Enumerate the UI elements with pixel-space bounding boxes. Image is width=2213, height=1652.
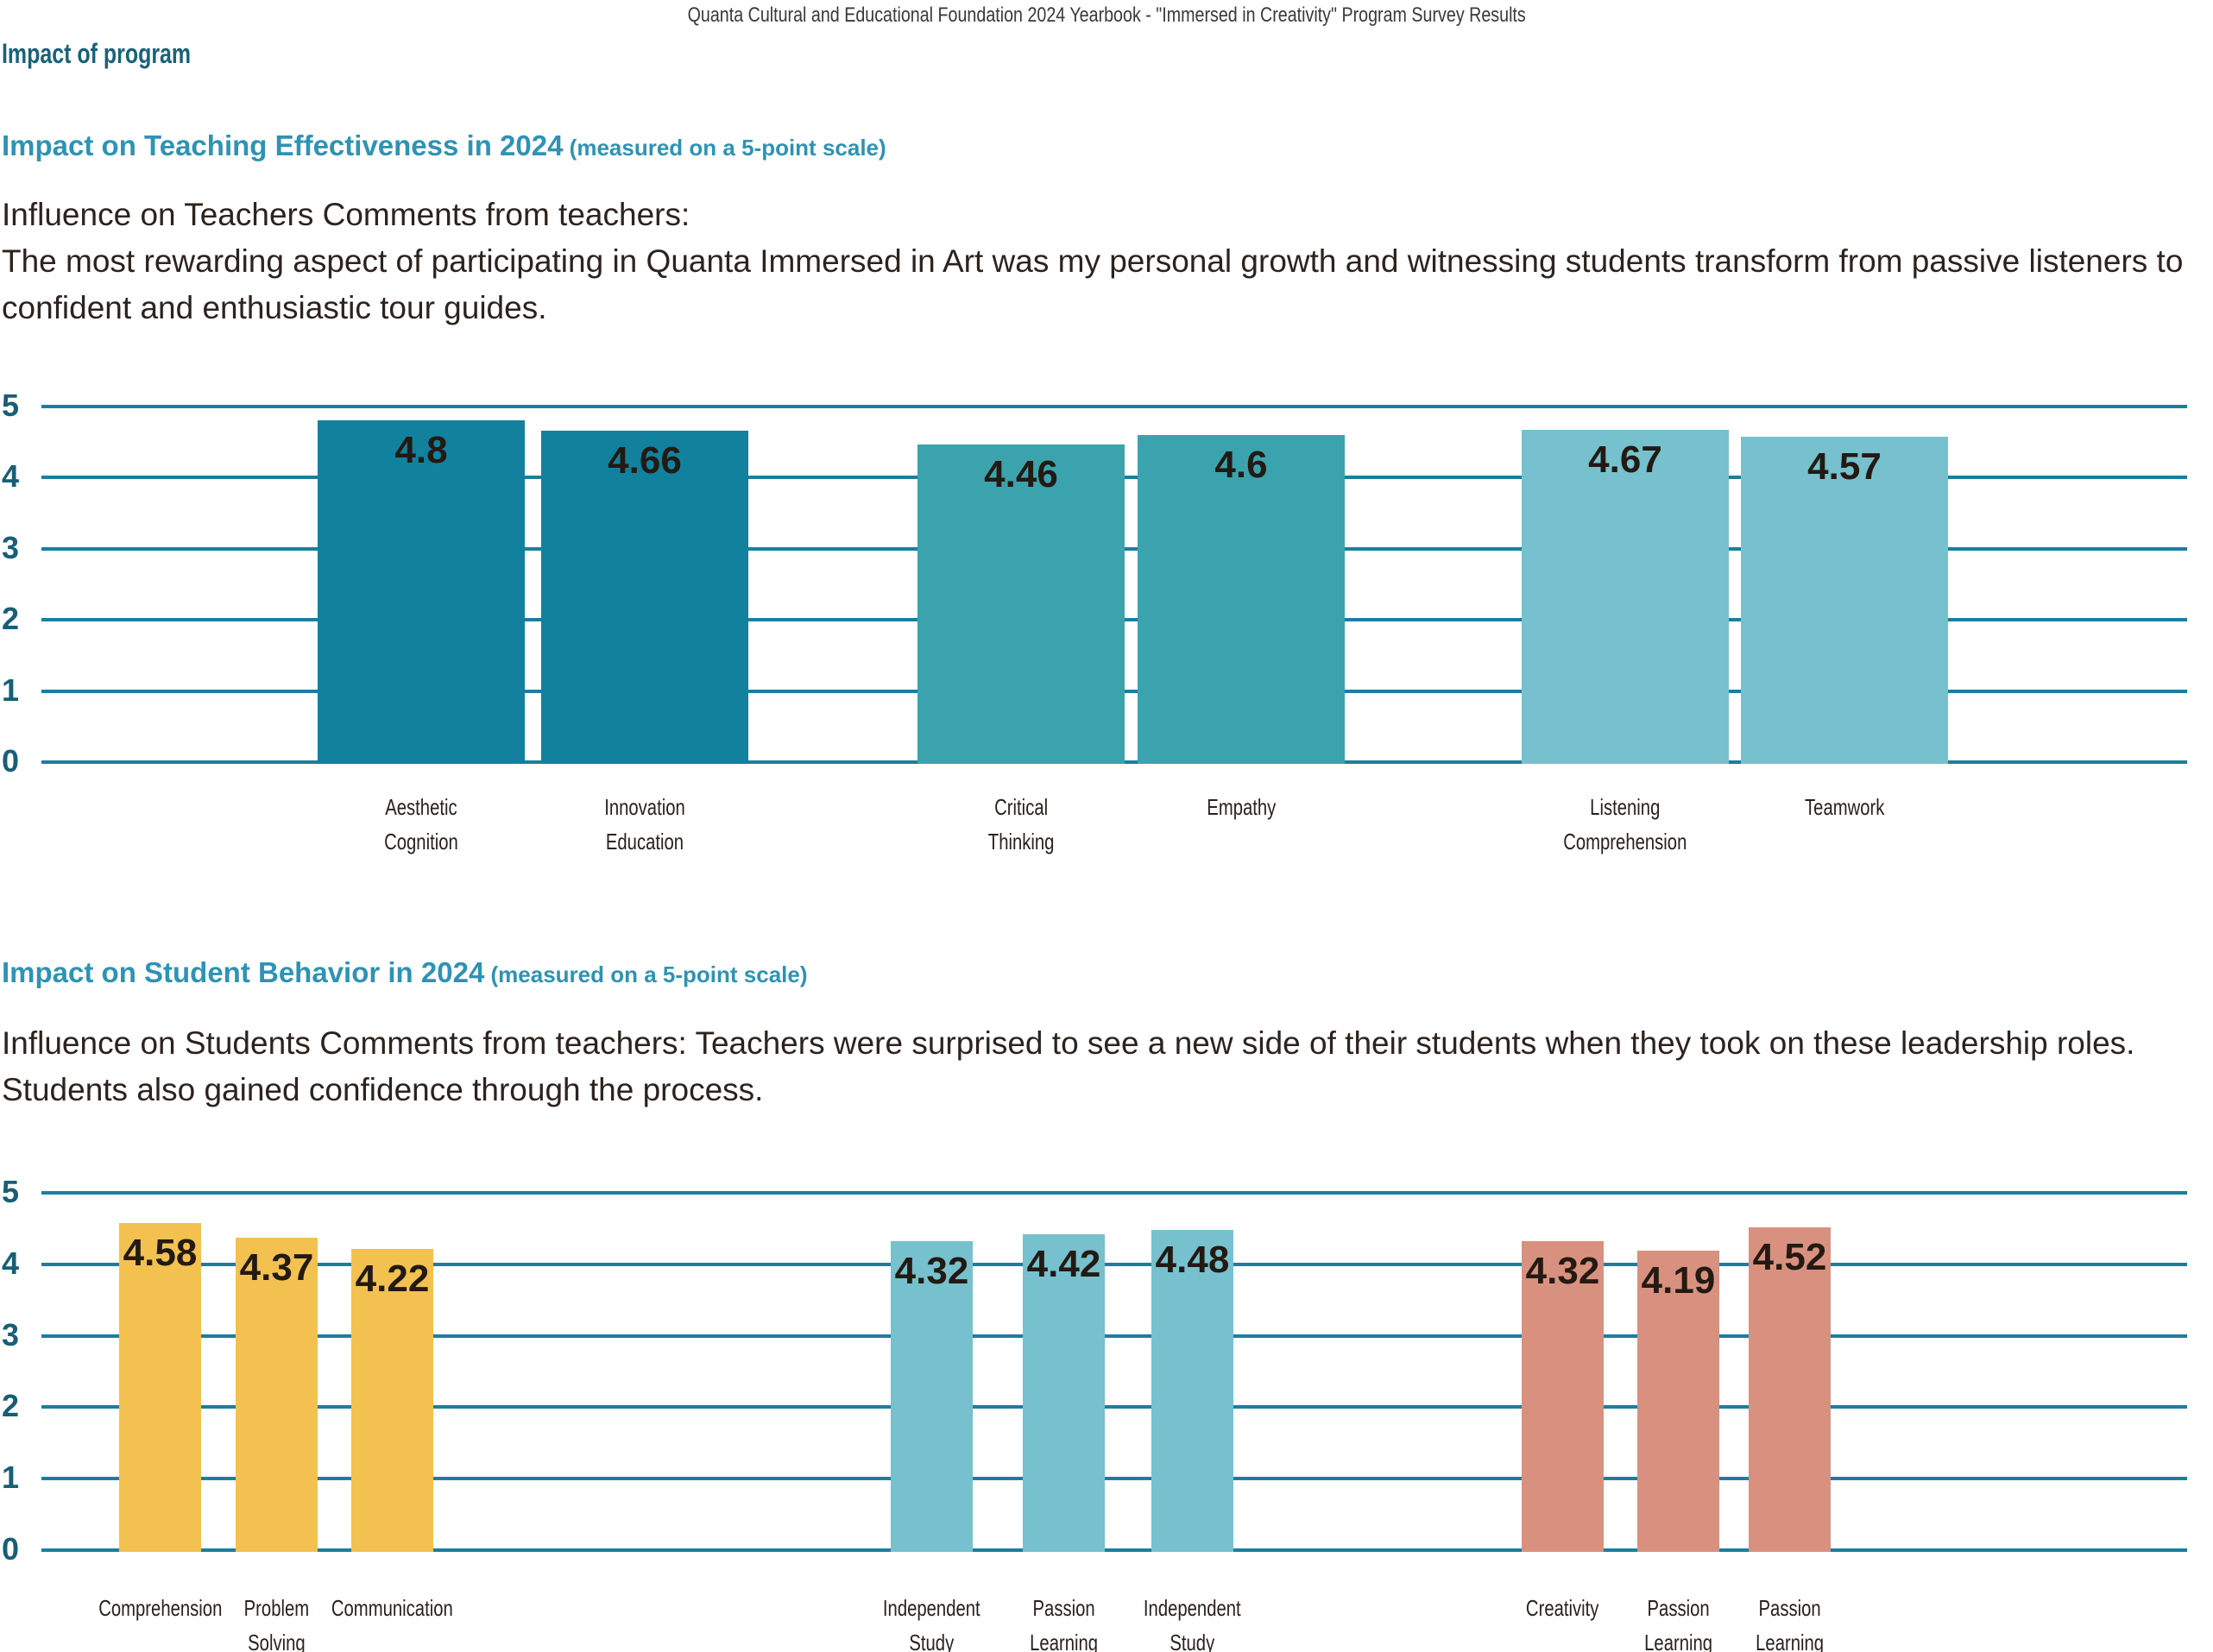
paragraph-line: confident and enthusiastic tour guides. — [2, 290, 547, 325]
chart2-bar-passion-learning: 4.19 — [1637, 1251, 1719, 1552]
chart1-bar-listening-comprehension: 4.67 — [1522, 430, 1729, 764]
chart2-gridline — [41, 1262, 2187, 1266]
chart2-ytick-label: 5 — [2, 1174, 20, 1209]
chart1-category-label-text: Listening Comprehension — [1563, 794, 1687, 854]
chart1-bar-value: 4.66 — [608, 439, 682, 482]
chart1-bar-value: 4.8 — [394, 429, 448, 472]
chart1-heading: Impact on Teaching Effectiveness in 2024… — [2, 129, 886, 162]
chart2-bar-value: 4.32 — [894, 1250, 969, 1293]
chart2-bar-creativity: 4.32 — [1522, 1241, 1604, 1552]
chart2-gridline — [41, 1405, 2187, 1409]
chart2-bar-comprehension: 4.58 — [119, 1222, 201, 1552]
chart2-ytick-label: 4 — [2, 1245, 20, 1281]
chart1-bar-empathy: 4.6 — [1138, 434, 1345, 764]
chart1-category-label: Critical Thinking — [874, 790, 1168, 859]
chart2-bar-independent-study: 4.32 — [891, 1241, 973, 1552]
chart2-category-label-text: Creativity — [1526, 1595, 1599, 1621]
chart1-ytick-label: 1 — [2, 672, 20, 708]
chart1-category-label-text: Teamwork — [1804, 794, 1885, 820]
paragraph-line: The most rewarding aspect of participati… — [2, 243, 2184, 279]
chart1-bar-value: 4.67 — [1588, 438, 1662, 482]
chart2-bar-problem-solving: 4.37 — [236, 1238, 318, 1552]
section-heading-impact-of-program: Impact of program — [2, 38, 192, 69]
chart2-heading-text: Impact on Student Behavior in 2024 — [2, 956, 485, 988]
chart1-bar-value: 4.6 — [1214, 443, 1268, 486]
chart2-bar-independent-study: 4.48 — [1151, 1230, 1233, 1552]
chart2-bar-value: 4.52 — [1752, 1235, 1827, 1278]
chart1-category-label: Teamwork — [1698, 790, 1991, 824]
page-title: Quanta Cultural and Educational Foundati… — [0, 3, 2213, 28]
paragraph-line: Influence on Students Comments from teac… — [2, 1025, 2135, 1061]
chart2-bar-passion-learning: 4.42 — [1023, 1234, 1105, 1552]
chart2-category-label: Comprehension — [14, 1591, 307, 1625]
chart1-category-label: Empathy — [1094, 790, 1388, 824]
chart2-gridline — [41, 1548, 2187, 1552]
page-title-text: Quanta Cultural and Educational Foundati… — [687, 3, 1526, 27]
chart1-bar-value: 4.46 — [984, 453, 1058, 496]
chart1-gridline — [41, 405, 2187, 408]
chart2-bar-value: 4.42 — [1026, 1243, 1101, 1286]
chart2-bar-value: 4.37 — [239, 1246, 314, 1289]
chart2-heading-note: (measured on a 5-point scale) — [484, 962, 808, 987]
chart2-ytick-label: 2 — [2, 1388, 20, 1424]
chart2-bar-value: 4.32 — [1525, 1250, 1600, 1293]
chart1-category-label-text: Innovation Education — [604, 794, 685, 854]
chart1-category-label-text: Aesthetic Cognition — [384, 794, 458, 854]
chart2-category-label: Passion Learning — [917, 1591, 1211, 1652]
chart2-category-label-text: Problem Solving — [243, 1595, 310, 1652]
chart1-ytick-label: 3 — [2, 529, 20, 565]
chart1-category-label: Aesthetic Cognition — [274, 790, 568, 859]
chart1-category-label-text: Critical Thinking — [987, 794, 1055, 854]
chart2-category-label-text: Passion Learning — [1644, 1595, 1712, 1652]
chart2-category-label-text: Comprehension — [98, 1595, 223, 1621]
chart1-bar-teamwork: 4.57 — [1741, 437, 1948, 764]
chart2-category-label-text: Passion Learning — [1030, 1595, 1098, 1652]
students-comments-paragraph: Influence on Students Comments from teac… — [2, 1020, 2134, 1113]
chart2-category-label: Communication — [246, 1591, 539, 1625]
chart1-bar-critical-thinking: 4.46 — [917, 445, 1125, 764]
chart2-category-label-text: Communication — [331, 1595, 453, 1621]
chart1-ytick-label: 2 — [2, 601, 20, 637]
chart1-category-label: Listening Comprehension — [1478, 790, 1772, 859]
chart1-ytick-label: 0 — [2, 743, 20, 779]
chart2-bar-value: 4.48 — [1155, 1239, 1230, 1282]
chart1-bar-innovation-education: 4.66 — [541, 431, 748, 764]
chart2-category-label-text: Independent Study — [883, 1595, 980, 1652]
chart2-bar-value: 4.58 — [123, 1231, 198, 1274]
chart1-ytick-label: 4 — [2, 458, 20, 495]
paragraph-line: Students also gained confidence through … — [2, 1072, 764, 1107]
chart1-bar-aesthetic-cognition: 4.8 — [318, 420, 525, 764]
teachers-comments-paragraph: Influence on Teachers Comments from teac… — [2, 192, 2183, 331]
chart2-bar-passion-learning: 4.52 — [1749, 1226, 1831, 1552]
chart2-heading: Impact on Student Behavior in 2024 (meas… — [2, 956, 808, 989]
chart2-ytick-label: 3 — [2, 1316, 20, 1352]
chart2-category-label-text: Independent Study — [1144, 1595, 1241, 1652]
chart2-category-label: Passion Learning — [1643, 1591, 1937, 1652]
chart2-category-label: Independent Study — [785, 1591, 1079, 1652]
chart2-category-label: Passion Learning — [1532, 1591, 1825, 1652]
chart2-bar-value: 4.19 — [1641, 1259, 1716, 1302]
chart1-category-label-text: Empathy — [1206, 794, 1277, 820]
chart2-gridline — [41, 1191, 2187, 1195]
chart2-category-label-text: Passion Learning — [1756, 1595, 1824, 1652]
chart2-gridline — [41, 1477, 2187, 1481]
chart2-category-label: Creativity — [1416, 1591, 1710, 1625]
chart2-category-label: Problem Solving — [130, 1591, 424, 1652]
chart2-ytick-label: 1 — [2, 1460, 20, 1496]
chart1-ytick-label: 5 — [2, 388, 20, 423]
chart2-category-label: Independent Study — [1046, 1591, 1340, 1652]
chart2-bar-value: 4.22 — [355, 1257, 430, 1300]
chart1-heading-note: (measured on a 5-point scale) — [563, 135, 886, 161]
chart2-bar-communication: 4.22 — [351, 1248, 433, 1552]
paragraph-line: Influence on Teachers Comments from teac… — [2, 197, 690, 232]
chart2-ytick-label: 0 — [2, 1531, 20, 1567]
chart1-bar-value: 4.57 — [1807, 445, 1882, 489]
chart1-heading-text: Impact on Teaching Effectiveness in 2024 — [2, 129, 564, 161]
chart1-category-label: Innovation Education — [498, 790, 791, 859]
chart2-gridline — [41, 1334, 2187, 1338]
